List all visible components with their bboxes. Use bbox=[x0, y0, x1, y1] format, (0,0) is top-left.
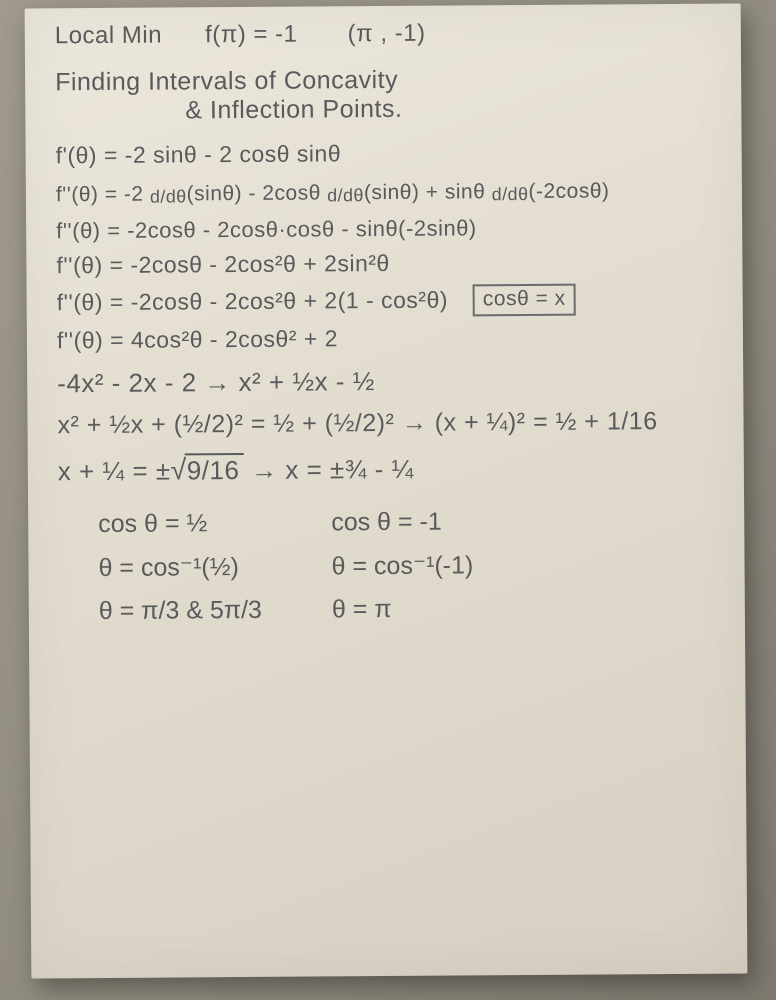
text: d/dθ bbox=[327, 185, 364, 205]
text: f(π) = -1 bbox=[205, 21, 298, 49]
text: cos θ = ½ bbox=[98, 508, 261, 538]
text: x + ¼ = ± bbox=[58, 455, 171, 486]
f-double-prime-step4: f''(θ) = -2cosθ - 2cos²θ + 2(1 - cos²θ) … bbox=[57, 282, 721, 319]
text: θ = π/3 & 5π/3 bbox=[99, 595, 262, 625]
f-double-prime-step2: f''(θ) = -2cosθ - 2cosθ·cosθ - sinθ(-2si… bbox=[56, 213, 720, 244]
solution-columns: cos θ = ½ θ = cos⁻¹(½) θ = π/3 & 5π/3 co… bbox=[98, 505, 723, 639]
f-prime: f'(θ) = -2 sinθ - 2 cosθ sinθ bbox=[56, 137, 720, 169]
solution-right: cos θ = -1 θ = cos⁻¹(-1) θ = π bbox=[331, 507, 474, 638]
text: Local Min bbox=[55, 22, 162, 50]
text: d/dθ bbox=[492, 183, 529, 203]
text: d/dθ bbox=[150, 186, 187, 206]
text: θ = π bbox=[332, 594, 474, 624]
desk-background: { "ink_color": "#595a5c", "paper_bg": "#… bbox=[0, 0, 776, 1000]
text: Finding Intervals of Concavity bbox=[55, 66, 398, 96]
text: (sinθ) + sinθ bbox=[364, 180, 492, 204]
f-double-prime-step1: f''(θ) = -2 d/dθ(sinθ) - 2cosθ d/dθ(sinθ… bbox=[56, 178, 720, 208]
text: θ = cos⁻¹(½) bbox=[98, 551, 261, 582]
quadratic-line-2: x² + ½x + (½/2)² = ½ + (½/2)² → (x + ¼)²… bbox=[57, 406, 721, 440]
text: (π , -1) bbox=[348, 20, 426, 48]
f-double-prime-step5: f''(θ) = 4cos²θ - 2cosθ² + 2 bbox=[57, 322, 721, 354]
text: cos θ = -1 bbox=[331, 507, 473, 537]
local-min-line: Local Min f(π) = -1 (π , -1) bbox=[55, 18, 719, 51]
solution-left: cos θ = ½ θ = cos⁻¹(½) θ = π/3 & 5π/3 bbox=[98, 508, 262, 639]
quadratic-line-1: -4x² - 2x - 2 → x² + ½x - ½ bbox=[57, 363, 721, 399]
f-double-prime-step3: f''(θ) = -2cosθ - 2cos²θ + 2sin²θ bbox=[56, 247, 720, 279]
text: & Inflection Points. bbox=[185, 95, 402, 125]
section-title: Finding Intervals of Concavity & Inflect… bbox=[55, 64, 719, 126]
text: (-2cosθ) bbox=[528, 179, 609, 203]
text: (sinθ) - 2cosθ bbox=[187, 181, 328, 205]
text: → x = ±¾ - ¼ bbox=[243, 453, 414, 484]
text: f''(θ) = -2cosθ - 2cos²θ + 2(1 - cos²θ) bbox=[57, 286, 448, 315]
substitution-box: cosθ = x bbox=[473, 283, 576, 316]
paper-sheet: { "ink_color": "#595a5c", "paper_bg": "#… bbox=[25, 4, 748, 979]
quadratic-line-3: x + ¼ = ±√9/16 → x = ±¾ - ¼ bbox=[58, 449, 722, 488]
sqrt-content: 9/16 bbox=[185, 452, 244, 485]
text: f''(θ) = -2 bbox=[56, 182, 150, 206]
text: θ = cos⁻¹(-1) bbox=[331, 550, 473, 581]
